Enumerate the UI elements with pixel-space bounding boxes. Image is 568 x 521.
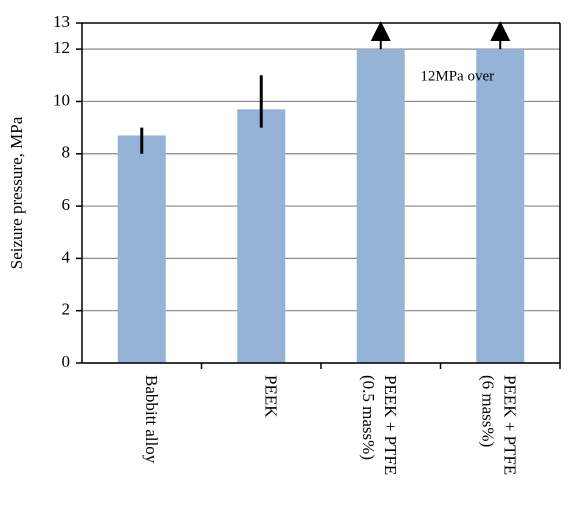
x-tick-label: PEEK <box>261 375 280 418</box>
y-tick-label: 6 <box>62 195 71 214</box>
y-tick-label: 10 <box>53 90 70 109</box>
x-tick-label: Babbitt alloy <box>142 375 161 464</box>
annotation: 12MPa over <box>420 69 494 85</box>
y-axis-label: Seizure pressure, MPa <box>7 116 26 269</box>
y-tick-label: 13 <box>53 12 70 31</box>
x-tick-label: (6 mass%) <box>478 375 497 447</box>
x-tick-label: PEEK + PTFE <box>500 375 519 475</box>
x-tick-label: PEEK + PTFE <box>381 375 400 475</box>
y-tick-label: 4 <box>62 247 71 266</box>
bar <box>356 49 405 364</box>
x-tick-label: (0.5 mass%) <box>359 375 378 460</box>
y-tick-label: 0 <box>62 352 71 371</box>
y-tick-label: 8 <box>62 143 71 162</box>
bar <box>117 135 166 363</box>
y-tick-label: 2 <box>62 300 71 319</box>
y-tick-label: 12 <box>53 38 70 57</box>
bar <box>476 49 525 364</box>
bar <box>237 109 286 363</box>
